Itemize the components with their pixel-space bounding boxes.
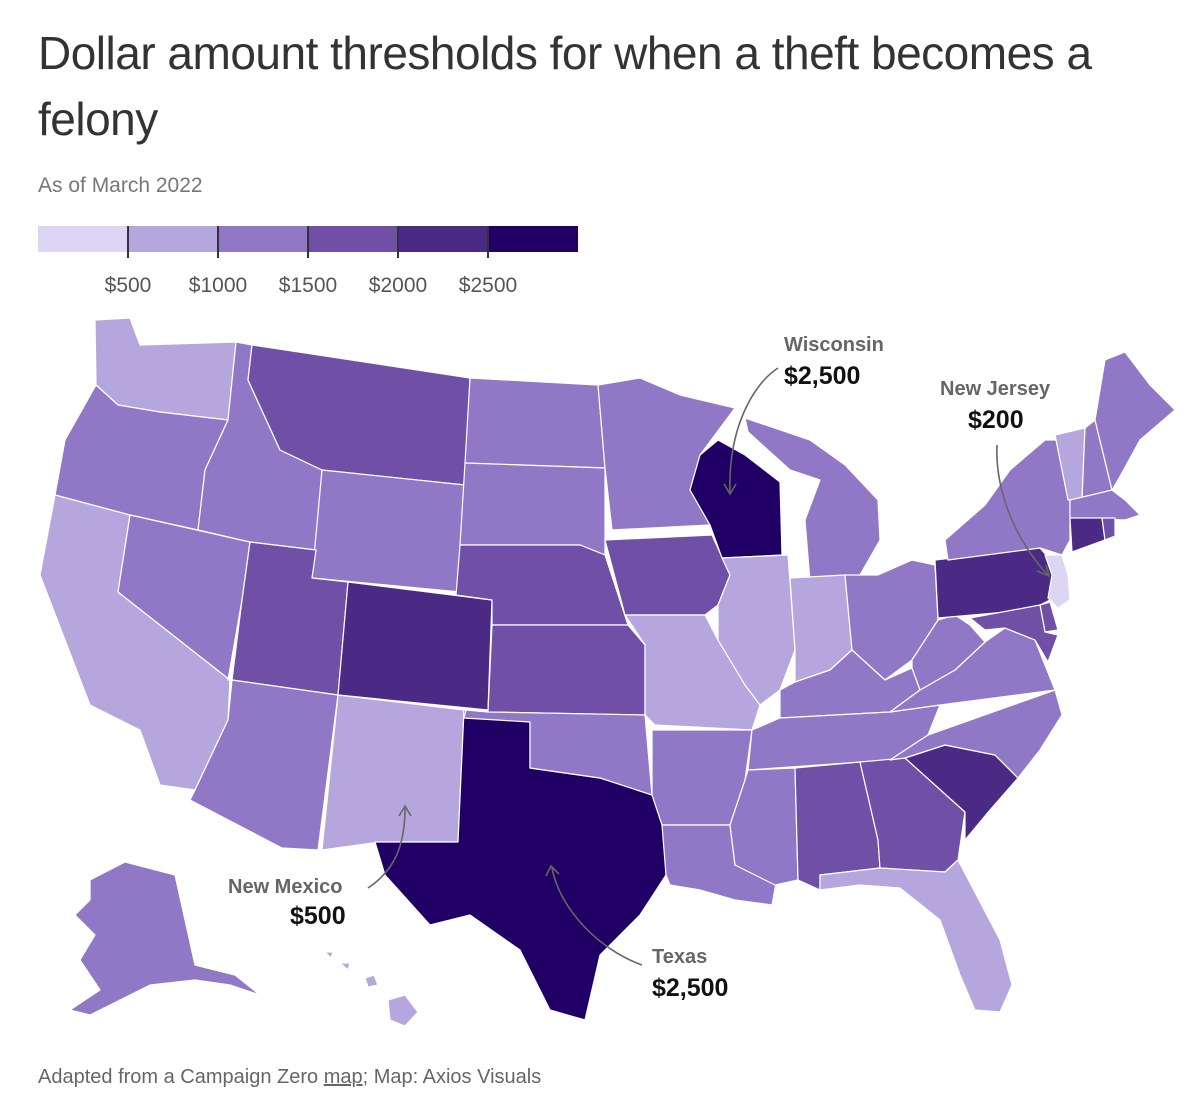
chart-title: Dollar amount thresholds for when a thef… xyxy=(38,27,1092,145)
state-tennessee xyxy=(747,704,941,771)
annotation-value-new-mexico: $500 xyxy=(290,902,346,930)
legend-swatch-0 xyxy=(38,226,128,252)
legend-swatch-3 xyxy=(308,226,398,252)
legend-tick-2000 xyxy=(397,226,399,258)
legend-labels: $500 $1000 $1500 $2000 $2500 xyxy=(38,274,578,304)
annotation-arrowhead-texas xyxy=(545,864,560,877)
state-maine xyxy=(1094,351,1176,491)
legend-tick-1500 xyxy=(307,226,309,258)
state-wyoming xyxy=(311,469,466,593)
legend-label-2000: $2000 xyxy=(368,274,428,297)
annotation-arrowhead-new-mexico xyxy=(398,804,412,817)
annotation-state-new-jersey: New Jersey xyxy=(940,378,1051,400)
state-arizona xyxy=(189,679,339,851)
chart-subtitle: As of March 2022 xyxy=(38,174,203,197)
legend-label-2500: $2500 xyxy=(458,274,518,297)
color-legend: $500 $1000 $1500 $2000 $2500 xyxy=(38,226,578,306)
state-florida xyxy=(819,859,1013,1013)
source-suffix: ; Map: Axios Visuals xyxy=(362,1066,542,1088)
legend-label-1000: $1000 xyxy=(188,274,248,297)
annotation-value-wisconsin: $2,500 xyxy=(784,362,861,390)
state-south-dakota xyxy=(459,462,606,556)
annotation-arrow-texas xyxy=(551,867,643,966)
state-north-carolina xyxy=(889,689,1063,779)
legend-tick-500 xyxy=(127,226,129,258)
state-new-jersey xyxy=(1044,554,1071,609)
annotation-arrow-wisconsin xyxy=(729,367,779,493)
state-north-dakota xyxy=(464,377,606,469)
annotation-value-new-jersey: $200 xyxy=(968,406,1024,434)
annotation-value-texas: $2,500 xyxy=(652,974,729,1002)
state-missouri xyxy=(624,614,761,731)
state-kansas xyxy=(487,624,646,716)
legend-color-bar xyxy=(38,226,578,252)
source-map-link[interactable]: map xyxy=(323,1066,363,1088)
state-oklahoma xyxy=(463,709,653,796)
state-alaska xyxy=(69,861,261,1016)
source-note: Adapted from a Campaign Zero map; Map: A… xyxy=(38,1066,541,1089)
state-iowa xyxy=(604,534,731,616)
legend-swatch-1 xyxy=(128,226,218,252)
legend-label-1500: $1500 xyxy=(278,274,338,297)
state-west-virginia xyxy=(911,614,986,691)
state-connecticut xyxy=(1069,517,1106,553)
legend-swatch-4 xyxy=(398,226,488,252)
legend-label-500: $500 xyxy=(104,274,152,297)
legend-tick-2500 xyxy=(487,226,489,258)
legend-swatch-5 xyxy=(488,226,578,252)
state-hawaii xyxy=(324,951,419,1027)
us-choropleth-map xyxy=(39,317,1176,1027)
legend-swatch-2 xyxy=(218,226,308,252)
annotation-state-wisconsin: Wisconsin xyxy=(784,334,884,356)
annotation-arrowhead-new-jersey xyxy=(1036,564,1051,578)
source-prefix: Adapted from a Campaign Zero xyxy=(38,1066,324,1088)
state-rhode-island xyxy=(1101,517,1116,541)
state-colorado xyxy=(337,581,493,711)
annotation-arrowhead-wisconsin xyxy=(723,483,737,496)
state-maryland xyxy=(969,604,1059,663)
annotation-state-new-mexico: New Mexico xyxy=(228,876,343,898)
annotation-state-texas: Texas xyxy=(652,946,708,968)
annotation-arrow-new-jersey xyxy=(996,444,1049,576)
annotation-arrow-new-mexico xyxy=(367,807,406,889)
legend-tick-1000 xyxy=(217,226,219,258)
state-new-york xyxy=(944,439,1071,561)
state-new-mexico xyxy=(321,694,465,851)
